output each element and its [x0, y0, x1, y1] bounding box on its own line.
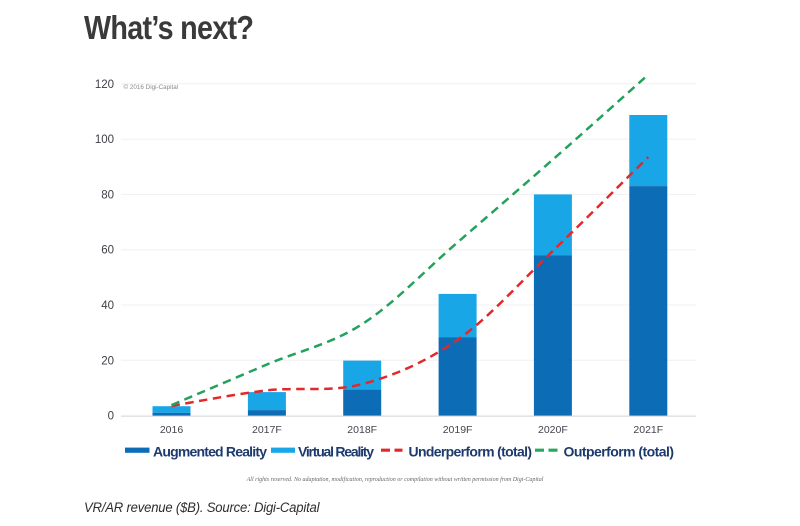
svg-text:Virtual Reality: Virtual Reality	[298, 444, 374, 460]
svg-text:40: 40	[101, 300, 114, 312]
svg-text:2016: 2016	[160, 424, 184, 436]
svg-text:100: 100	[95, 134, 114, 146]
svg-text:Outperform (total): Outperform (total)	[564, 444, 675, 460]
svg-text:Underperform (total): Underperform (total)	[409, 444, 533, 460]
svg-text:120: 120	[95, 79, 114, 91]
svg-text:2021F: 2021F	[633, 424, 663, 436]
svg-text:60: 60	[101, 245, 114, 257]
svg-text:2018F: 2018F	[347, 424, 377, 436]
svg-text:20: 20	[101, 355, 114, 367]
svg-text:Augmented Reality: Augmented Reality	[153, 444, 267, 460]
svg-text:All rights reserved. No adapta: All rights reserved. No adaptation, modi…	[246, 476, 544, 483]
svg-text:0: 0	[108, 411, 114, 423]
svg-text:2019F: 2019F	[443, 424, 473, 436]
svg-text:2020F: 2020F	[538, 424, 568, 436]
svg-text:80: 80	[101, 189, 114, 201]
svg-text:© 2016 Digi-Capital: © 2016 Digi-Capital	[124, 83, 179, 91]
svg-text:2017F: 2017F	[252, 424, 282, 436]
